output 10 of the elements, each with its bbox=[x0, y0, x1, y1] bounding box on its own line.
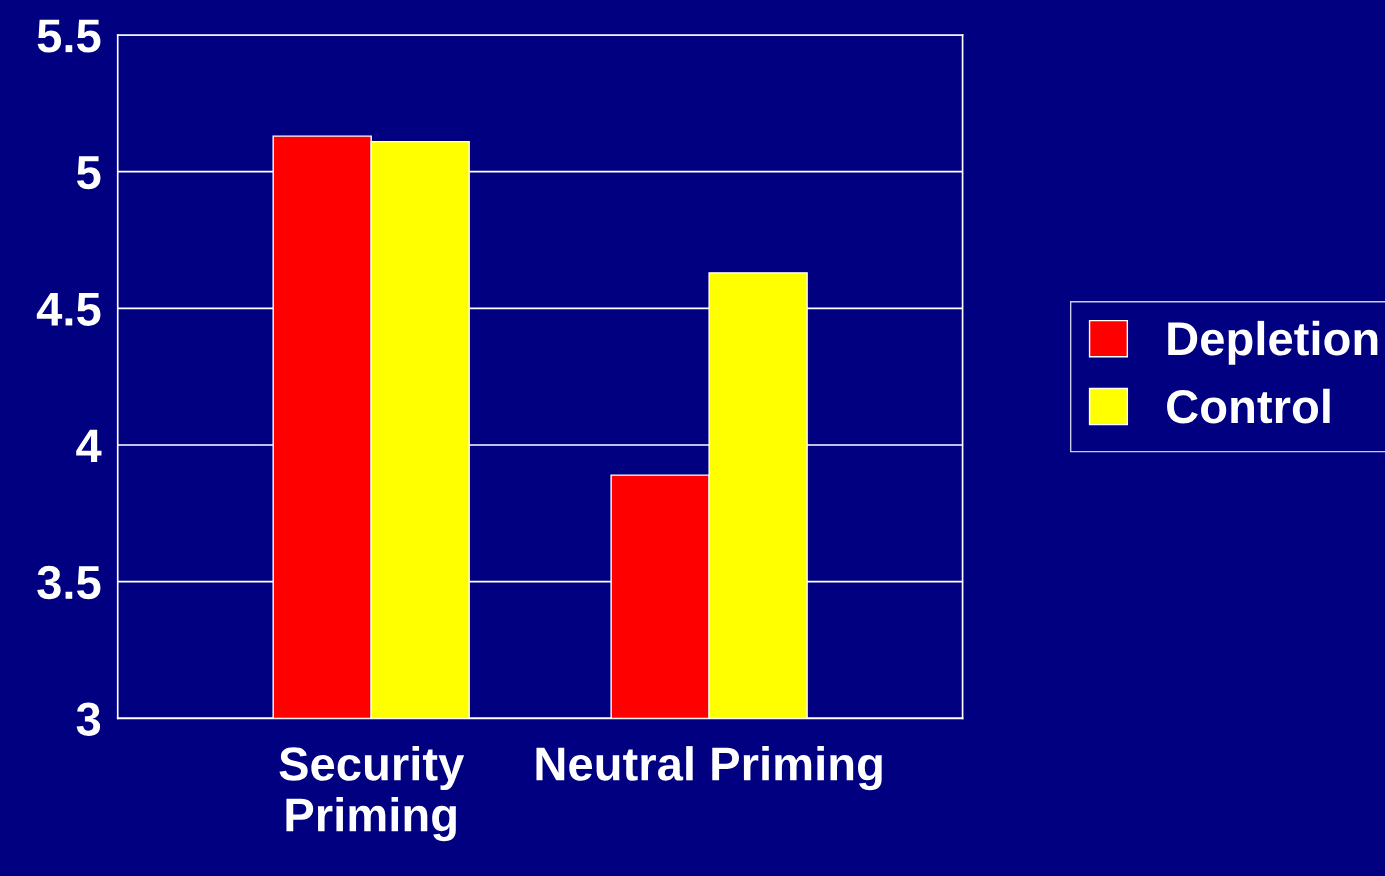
x-tick-label: Neutral Priming bbox=[536, 746, 882, 791]
y-tick-label: 5.5 bbox=[37, 19, 101, 53]
x-tick-label: Security Priming bbox=[279, 746, 465, 842]
y-tick-label: 4 bbox=[76, 429, 102, 463]
y-tick-label: 4.5 bbox=[36, 292, 101, 326]
y-tick-label: 5 bbox=[76, 156, 101, 190]
y-tick-label: 3 bbox=[76, 702, 101, 736]
legend-label: Depletion bbox=[1168, 320, 1378, 365]
y-tick-label: 3.5 bbox=[37, 565, 101, 600]
legend-label: Control bbox=[1167, 388, 1330, 424]
